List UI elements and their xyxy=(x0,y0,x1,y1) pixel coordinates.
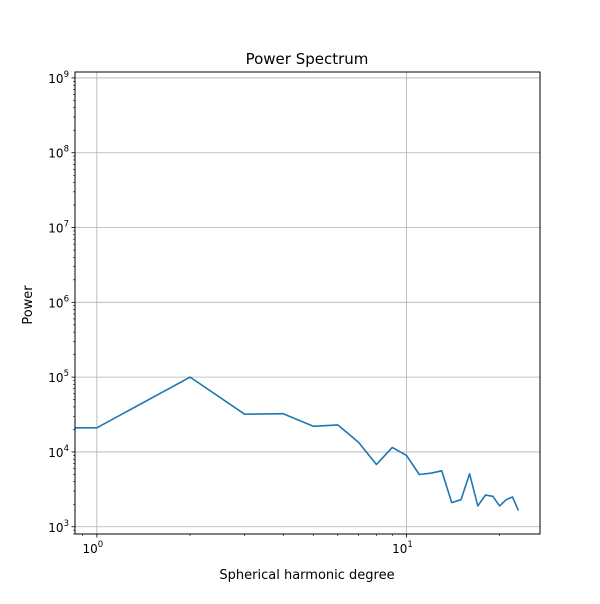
y-tick-exponent: 5 xyxy=(64,369,69,379)
x-tick-exponent: 0 xyxy=(98,540,103,550)
y-tick-label: 109 xyxy=(48,70,69,86)
y-tick-base: 10 xyxy=(48,296,63,310)
y-tick-exponent: 8 xyxy=(64,145,69,155)
y-tick-label: 108 xyxy=(48,145,69,161)
y-tick-label: 107 xyxy=(48,220,69,236)
y-tick-label: 106 xyxy=(48,294,69,310)
x-axis-label: Spherical harmonic degree xyxy=(219,568,394,583)
grid-lines xyxy=(75,72,540,534)
x-tick-base: 10 xyxy=(83,542,98,556)
plot-frame xyxy=(74,71,541,535)
y-tick-base: 10 xyxy=(48,446,63,460)
x-tick-label: 100 xyxy=(83,540,104,556)
y-tick-label: 103 xyxy=(48,519,69,535)
x-tick-label: 101 xyxy=(392,540,413,556)
y-tick-base: 10 xyxy=(48,371,63,385)
y-tick-label: 105 xyxy=(48,369,69,385)
y-axis-label: Power xyxy=(21,285,36,325)
y-tick-label: 104 xyxy=(48,444,69,460)
y-tick-exponent: 7 xyxy=(64,220,69,230)
y-tick-exponent: 6 xyxy=(64,294,69,304)
y-tick-exponent: 4 xyxy=(64,444,69,454)
y-tick-exponent: 3 xyxy=(64,519,69,529)
y-tick-base: 10 xyxy=(48,72,63,86)
y-tick-exponent: 9 xyxy=(64,70,69,80)
series-layer xyxy=(75,376,520,511)
x-tick-base: 10 xyxy=(392,542,407,556)
x-tick-exponent: 1 xyxy=(407,540,412,550)
chart-title: Power Spectrum xyxy=(246,50,369,68)
series-line xyxy=(75,376,520,511)
y-tick-base: 10 xyxy=(48,222,63,236)
y-tick-base: 10 xyxy=(48,147,63,161)
y-tick-base: 10 xyxy=(48,521,63,535)
